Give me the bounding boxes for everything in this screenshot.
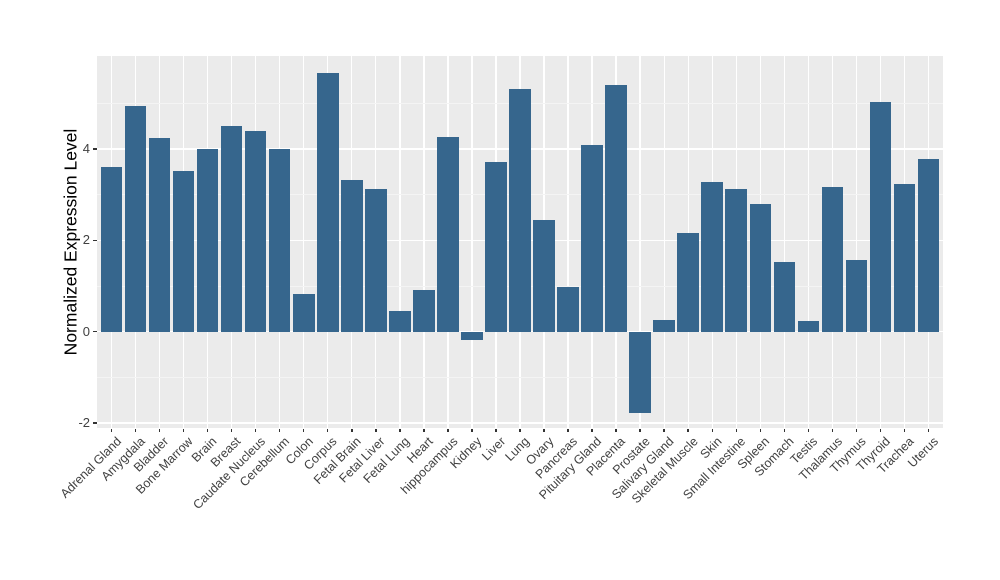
bar-fetal-liver bbox=[364, 188, 387, 332]
y-tick-mark bbox=[92, 239, 97, 242]
y-tick-mark bbox=[92, 422, 97, 424]
x-tick-mark bbox=[591, 429, 593, 432]
bar-thymus bbox=[845, 259, 868, 332]
gridline-major-v bbox=[423, 56, 425, 428]
bar-prostate bbox=[629, 331, 651, 413]
gridline-major-v bbox=[855, 56, 858, 428]
bar-thyroid bbox=[869, 102, 892, 332]
bar-bladder bbox=[148, 138, 171, 332]
x-tick-mark bbox=[230, 429, 233, 432]
gridline-major-v bbox=[639, 56, 641, 428]
x-tick-mark bbox=[759, 429, 762, 432]
x-tick-mark bbox=[447, 429, 449, 432]
bar-lung bbox=[509, 89, 531, 332]
bar-adrenal-gland bbox=[100, 166, 123, 332]
bar-colon bbox=[292, 293, 315, 332]
x-tick-mark bbox=[254, 429, 257, 432]
bar-fetal-brain bbox=[340, 180, 363, 332]
x-tick-mark bbox=[663, 429, 665, 432]
bar-pituitary-gland bbox=[581, 144, 603, 332]
bar-kidney bbox=[461, 331, 483, 340]
x-tick-mark bbox=[807, 429, 810, 432]
x-tick-mark bbox=[495, 429, 497, 432]
bar-trachea bbox=[893, 183, 916, 332]
bar-testis bbox=[797, 320, 820, 332]
x-tick-mark bbox=[519, 429, 521, 432]
x-tick-mark bbox=[639, 429, 641, 432]
bar-placenta bbox=[605, 85, 627, 332]
x-tick-mark bbox=[110, 429, 113, 432]
x-tick-mark bbox=[543, 429, 545, 432]
bar-salivary-gland bbox=[653, 320, 675, 332]
x-tick-mark bbox=[423, 429, 425, 432]
x-tick-mark bbox=[687, 429, 689, 432]
gridline-major-v bbox=[663, 56, 665, 428]
x-tick-mark bbox=[927, 429, 930, 432]
bar-amygdala bbox=[124, 106, 147, 332]
x-tick-mark bbox=[471, 429, 473, 432]
x-tick-mark bbox=[302, 429, 305, 432]
bar-spleen bbox=[749, 203, 772, 332]
x-tick-mark bbox=[375, 429, 377, 432]
y-tick-mark bbox=[92, 148, 97, 150]
bar-cerebellum bbox=[268, 149, 291, 332]
y-tick-mark bbox=[92, 330, 97, 333]
bar-pancreas bbox=[557, 286, 579, 332]
gridline-major-h bbox=[97, 330, 943, 333]
bar-caudate-nucleus bbox=[244, 131, 267, 332]
x-tick-mark bbox=[615, 429, 617, 432]
plot-panel bbox=[97, 56, 943, 428]
x-tick-mark bbox=[399, 429, 401, 432]
bar-hippocampus bbox=[437, 136, 459, 332]
x-tick-mark bbox=[879, 429, 882, 432]
bar-stomach bbox=[773, 262, 796, 332]
x-tick-mark bbox=[711, 429, 714, 432]
x-tick-mark bbox=[351, 429, 353, 432]
gridline-minor-h bbox=[97, 376, 943, 378]
bar-heart bbox=[413, 289, 435, 332]
gridline-major-v bbox=[302, 56, 305, 428]
x-tick-mark bbox=[903, 429, 906, 432]
bar-brain bbox=[196, 149, 219, 332]
x-tick-mark bbox=[182, 429, 185, 432]
bar-bone-marrow bbox=[172, 170, 195, 332]
y-tick-label: 4 bbox=[82, 141, 90, 157]
bar-small-intestine bbox=[725, 188, 748, 332]
x-tick-mark bbox=[158, 429, 161, 432]
y-tick-label: 0 bbox=[82, 323, 90, 339]
x-tick-mark bbox=[206, 429, 209, 432]
y-tick-label: -2 bbox=[78, 414, 90, 430]
x-tick-mark bbox=[134, 429, 137, 432]
bar-breast bbox=[220, 126, 243, 332]
x-tick-mark bbox=[735, 429, 738, 432]
bar-uterus bbox=[917, 158, 940, 332]
x-tick-mark bbox=[783, 429, 786, 432]
x-tick-mark bbox=[831, 429, 834, 432]
x-tick-mark bbox=[855, 429, 858, 432]
bar-corpus bbox=[316, 73, 339, 332]
x-tick-mark bbox=[567, 429, 569, 432]
bar-ovary bbox=[533, 220, 555, 332]
x-tick-label: Liver bbox=[479, 434, 509, 464]
y-tick-label: 2 bbox=[82, 232, 90, 248]
x-tick-mark bbox=[326, 429, 329, 432]
bar-liver bbox=[485, 161, 507, 332]
gridline-major-v bbox=[807, 56, 810, 428]
bar-thalamus bbox=[821, 186, 844, 332]
gridline-major-v bbox=[783, 56, 786, 428]
x-tick-mark bbox=[278, 429, 281, 432]
bar-skeletal-muscle bbox=[677, 233, 700, 332]
gridline-major-v bbox=[567, 56, 569, 428]
gridline-major-h bbox=[97, 422, 943, 424]
gridline-major-v bbox=[471, 56, 473, 428]
bar-skin bbox=[701, 181, 724, 332]
bar-fetal-lung bbox=[389, 310, 411, 332]
gridline-major-v bbox=[399, 56, 401, 428]
